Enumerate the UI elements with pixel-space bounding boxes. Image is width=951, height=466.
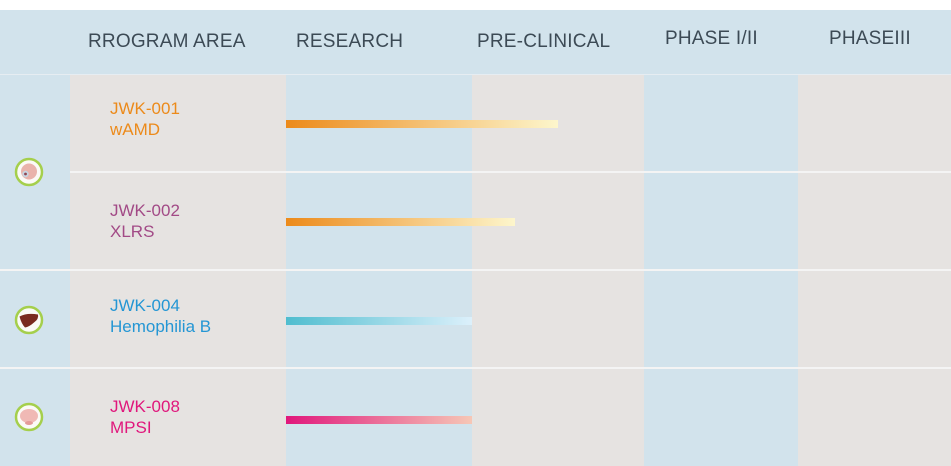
program-code: JWK-004 (110, 296, 180, 315)
eye-icon (14, 157, 44, 187)
bar-jwk-008 (286, 416, 472, 424)
bar-jwk-002 (286, 218, 515, 226)
header-band (0, 10, 951, 74)
program-indication: XLRS (110, 222, 155, 241)
brain-icon (14, 402, 44, 432)
program-label-jwk-004: JWK-004 Hemophilia B (110, 295, 211, 337)
row-separator (0, 269, 951, 271)
program-label-jwk-001: JWK-001 wAMD (110, 98, 180, 140)
program-column-bg (70, 10, 286, 466)
program-indication: Hemophilia B (110, 317, 212, 336)
program-code: JWK-008 (110, 397, 180, 416)
program-indication: MPSI (110, 418, 152, 437)
liver-icon (14, 305, 44, 335)
header-phase3: PHASEIII (829, 28, 911, 49)
header-phase12: PHASE I/II (665, 28, 758, 49)
row-separator (70, 171, 951, 173)
bar-jwk-004 (286, 317, 472, 325)
research-column-bg (286, 10, 472, 466)
phase12-column-bg (644, 10, 798, 466)
icon-column-bg (0, 10, 70, 466)
program-label-jwk-002: JWK-002 XLRS (110, 200, 180, 242)
pipeline-chart: RROGRAM AREA RESEARCH PRE-CLINICAL PHASE… (0, 10, 951, 466)
header-research: RESEARCH (296, 31, 404, 52)
bar-jwk-001 (286, 120, 558, 128)
program-indication: wAMD (110, 120, 161, 139)
program-code: JWK-001 (110, 99, 180, 118)
header-divider (0, 74, 951, 75)
phase3-column-bg (798, 10, 951, 466)
program-code: JWK-002 (110, 201, 180, 220)
row-separator (0, 367, 951, 369)
header-preclinical: PRE-CLINICAL (477, 31, 611, 52)
preclinical-column-bg (472, 10, 644, 466)
program-label-jwk-008: JWK-008 MPSI (110, 396, 180, 438)
header-program-area: RROGRAM AREA (88, 31, 246, 52)
